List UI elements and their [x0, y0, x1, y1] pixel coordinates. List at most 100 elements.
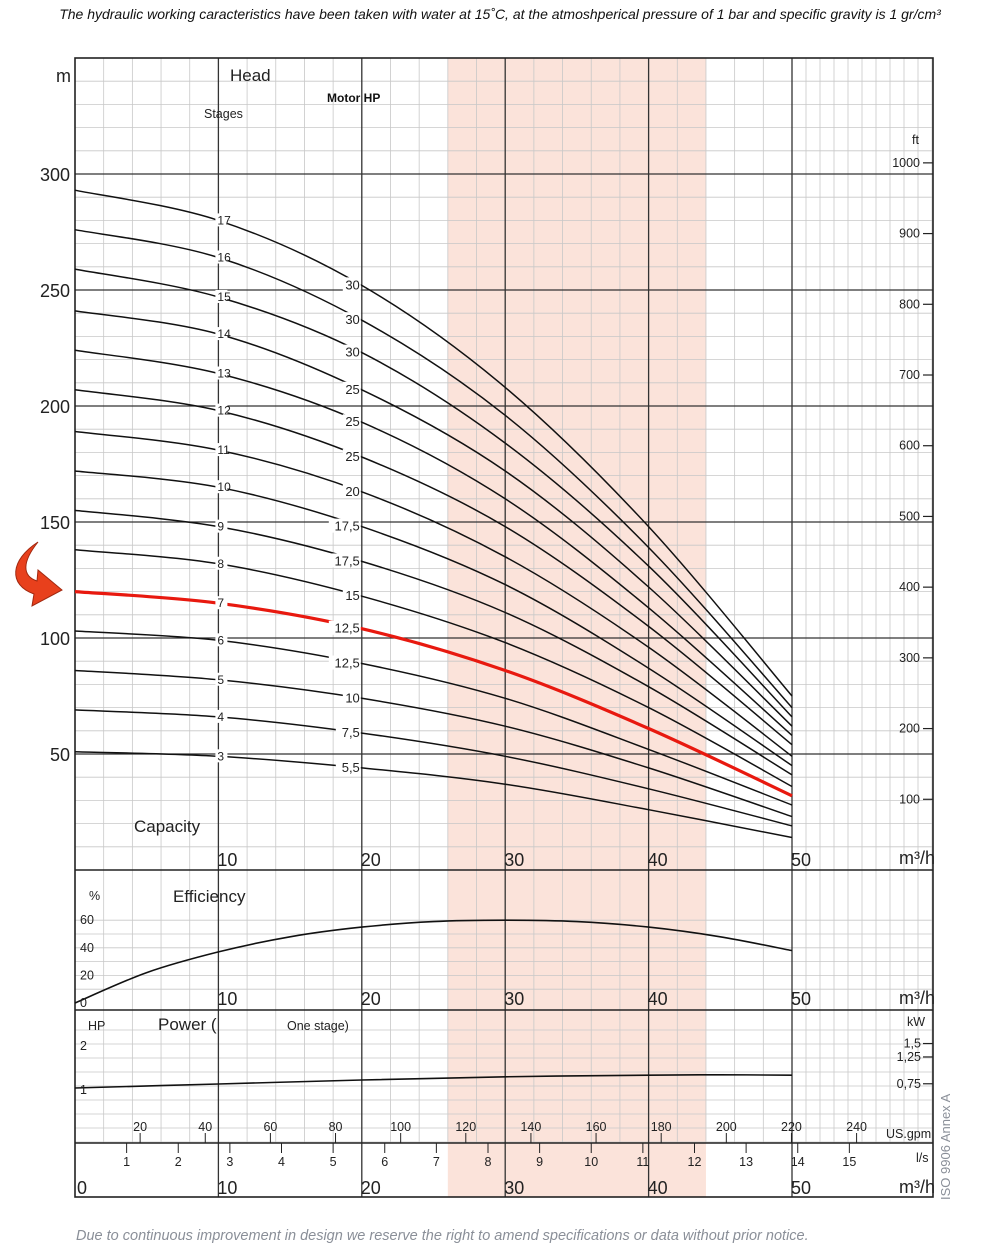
ls-tick-label: 13	[739, 1155, 753, 1169]
head-flow-unit: m³/h	[899, 848, 935, 868]
efficiency-x-tick: 20	[361, 989, 381, 1009]
head-y-tick: 300	[40, 165, 70, 185]
motor-label-bg	[335, 725, 361, 740]
stage-label: 12	[217, 404, 231, 418]
head-curve-13-stages	[74, 349, 793, 736]
efficiency-x-tick: 10	[217, 989, 237, 1009]
efficiency-x-tick: 50	[791, 989, 811, 1009]
motor-label-bg	[342, 414, 361, 429]
footer-note: Due to continuous improvement in design …	[76, 1228, 809, 1244]
power-kw-unit: kW	[907, 1015, 925, 1029]
motor-hp-label: 12,5	[334, 656, 359, 671]
ft-tick-label: 600	[899, 439, 920, 453]
ft-tick-label: 200	[899, 722, 920, 736]
stage-label-bg	[215, 556, 228, 570]
stage-label: 7	[217, 596, 224, 610]
curved-arrow-icon	[15, 541, 63, 607]
motor-label-bg	[342, 449, 361, 464]
stage-label: 11	[217, 443, 230, 457]
ls-tick-label: 10	[584, 1155, 598, 1169]
ls-tick-label: 1	[123, 1155, 130, 1169]
stage-label-bg	[215, 596, 228, 610]
gpm-tick-label: 120	[455, 1120, 476, 1134]
ft-unit-label: ft	[912, 133, 919, 147]
stage-label: 8	[217, 557, 224, 571]
head-x-tick: 20	[361, 850, 381, 870]
power-title-a: Power (	[158, 1015, 217, 1034]
ft-tick-label: 700	[899, 368, 920, 382]
motor-hp-label: 17,5	[334, 519, 359, 534]
bottom-x-tick: 30	[504, 1178, 524, 1198]
head-x-tick: 40	[648, 850, 668, 870]
label-layer: 17301630153014251325122511201017,5917,58…	[40, 156, 933, 1198]
motor-hp-label: 30	[345, 345, 359, 360]
efficiency-y-tick: 20	[80, 968, 94, 982]
capacity-label: Capacity	[134, 817, 201, 836]
header-note: The hydraulic working caracteristics hav…	[59, 6, 941, 22]
efficiency-curve	[74, 919, 793, 1004]
motor-hp-label: 25	[345, 449, 359, 464]
motor-label-bg	[342, 277, 361, 292]
bottom-x-tick: 20	[361, 1178, 381, 1198]
gpm-tick-label: 220	[781, 1120, 802, 1134]
head-y-tick: 200	[40, 397, 70, 417]
head-title: Head	[230, 66, 271, 85]
power-hp-unit: HP	[88, 1019, 105, 1033]
gpm-tick-label: 240	[846, 1120, 867, 1134]
head-y-tick: 100	[40, 629, 70, 649]
stage-label-bg	[215, 250, 228, 264]
ls-tick-label: 4	[278, 1155, 285, 1169]
kw-tick-label: 0,75	[897, 1077, 921, 1091]
curve-layer	[74, 189, 793, 1089]
ft-tick-label: 400	[899, 580, 920, 594]
gpm-tick-label: 100	[390, 1120, 411, 1134]
gpm-tick-label: 80	[329, 1120, 343, 1134]
stage-label-bg	[215, 443, 228, 457]
stage-label-bg	[215, 633, 228, 647]
stage-label-bg	[215, 519, 228, 533]
ls-tick-label: 7	[433, 1155, 440, 1169]
stage-label: 14	[217, 327, 231, 341]
head-curve-14-stages	[74, 310, 793, 727]
motor-hp-label: 25	[345, 382, 359, 397]
stage-label-bg	[215, 366, 228, 380]
gpm-tick-label: 40	[198, 1120, 212, 1134]
stage-label-bg	[215, 672, 228, 686]
bottom-x-tick: 50	[791, 1178, 811, 1198]
head-curve-8-stages	[74, 549, 793, 788]
motor-hp-label: 30	[345, 312, 359, 327]
motor-label-bg	[328, 518, 361, 533]
ls-tick-label: 2	[175, 1155, 182, 1169]
motor-hp-label: 12,5	[334, 621, 359, 636]
gpm-unit: US.gpm	[886, 1127, 931, 1141]
stage-label: 10	[217, 480, 231, 494]
stage-label: 3	[217, 749, 224, 763]
gpm-tick-label: 180	[651, 1120, 672, 1134]
head-curve-11-stages	[74, 430, 793, 757]
efficiency-title: Efficiency	[173, 887, 246, 906]
motor-label-bg	[328, 620, 361, 635]
efficiency-x-tick: 40	[648, 989, 668, 1009]
ls-tick-label: 6	[381, 1155, 388, 1169]
motor-label-bg	[342, 312, 361, 327]
motor-label-bg	[342, 588, 361, 603]
stage-label: 6	[217, 633, 224, 647]
power-hp-tick: 2	[80, 1039, 87, 1053]
efficiency-x-tick: 30	[504, 989, 524, 1009]
gpm-tick-label: 20	[133, 1120, 147, 1134]
iso-note: ISO 9906 Annex A	[938, 1093, 953, 1200]
power-title-b: One stage)	[287, 1019, 349, 1033]
head-curve-3-stages	[74, 750, 793, 839]
ft-tick-label: 500	[899, 509, 920, 523]
stage-label: 13	[217, 367, 231, 381]
stages-label: Stages	[204, 107, 243, 121]
ls-tick-label: 15	[842, 1155, 856, 1169]
head-y-tick: 250	[40, 281, 70, 301]
motor-hp-label: 20	[345, 484, 359, 499]
kw-tick-label: 1,25	[897, 1050, 921, 1064]
motor-label-bg	[328, 553, 361, 568]
stage-label-bg	[215, 403, 228, 417]
stage-label: 17	[217, 213, 231, 227]
motor-label-bg	[342, 344, 361, 359]
